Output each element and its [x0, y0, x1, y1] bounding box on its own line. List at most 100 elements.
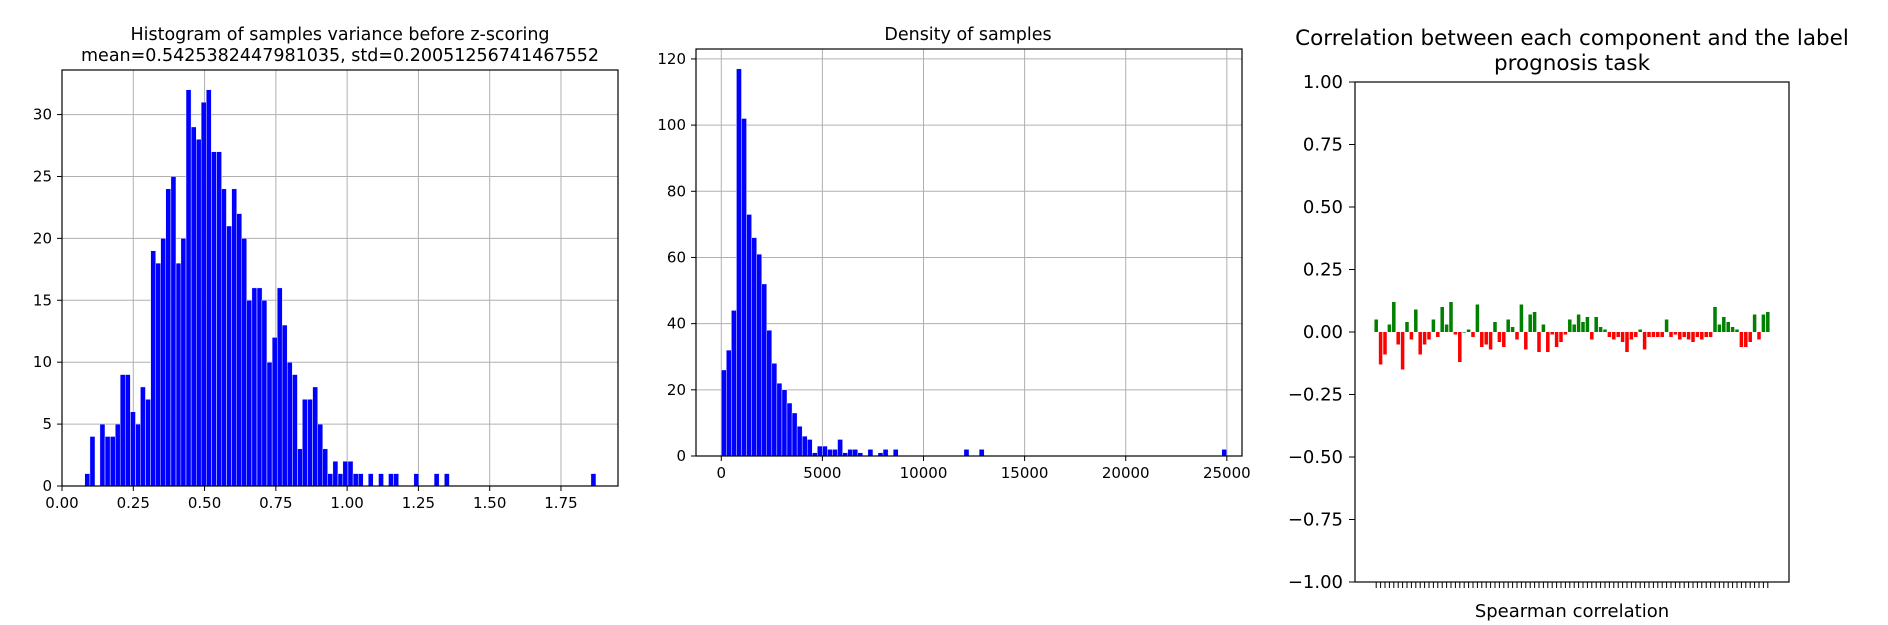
histogram-bar — [882, 449, 889, 457]
histogram-bar — [847, 449, 853, 457]
correlation-bar — [1458, 332, 1462, 362]
correlation-bar — [1722, 317, 1726, 332]
y-tick-label: 30 — [33, 106, 52, 124]
histogram-bar — [236, 213, 243, 487]
histogram-bar — [185, 89, 192, 487]
correlation-bar — [1484, 332, 1488, 345]
correlation-bars — [1374, 302, 1770, 370]
histogram-bar — [963, 449, 970, 457]
histogram-bar — [241, 238, 247, 487]
correlation-bar — [1378, 332, 1383, 365]
histogram-bar — [246, 300, 253, 487]
correlation-bar — [1541, 324, 1546, 332]
y-tick-label: 20 — [667, 381, 686, 399]
histogram-bar — [119, 374, 126, 487]
histogram-bar — [221, 188, 227, 487]
x-tick-label: 0.00 — [45, 494, 78, 512]
histogram-bar — [766, 330, 773, 457]
histogram-bar — [297, 448, 303, 487]
x-tick-label: 1.50 — [473, 494, 506, 512]
correlation-bar — [1559, 332, 1563, 342]
histogram-bar — [332, 461, 339, 487]
histogram-bar — [160, 238, 166, 487]
correlation-bar — [1515, 332, 1519, 340]
correlation-bar — [1691, 332, 1695, 342]
correlation-bar — [1427, 332, 1431, 340]
histogram-bar — [827, 449, 833, 457]
histogram-bar — [115, 423, 121, 487]
correlation-bar — [1546, 332, 1550, 352]
correlation-bar — [1387, 324, 1392, 332]
histogram-bar — [837, 439, 843, 457]
correlation-bar — [1409, 332, 1414, 340]
histogram-bar — [135, 423, 141, 487]
variance-histogram-ticks: 0.00 0.25 0.50 0.75 1.00 1.25 1.50 1.75 0 5 10 15 20… — [33, 106, 578, 512]
histogram-bar — [413, 473, 420, 487]
density-histogram-frame — [695, 48, 1243, 457]
correlation-bar — [1620, 332, 1625, 342]
correlation-bar — [1374, 319, 1378, 332]
histogram-bar — [796, 426, 803, 457]
correlation-bar — [1603, 329, 1607, 332]
correlation-bar — [1704, 332, 1708, 337]
y-tick-label: 1.00 — [1303, 72, 1343, 93]
histogram-bar — [89, 436, 96, 487]
histogram-bar — [327, 473, 333, 487]
correlation-bar — [1598, 327, 1603, 332]
correlation-bar — [1528, 314, 1532, 332]
correlation-bar — [1748, 332, 1752, 342]
y-tick-label: 20 — [33, 229, 52, 247]
x-tick-label: 5000 — [803, 464, 841, 482]
correlation-bar — [1550, 332, 1554, 335]
correlation-bar — [1594, 317, 1598, 332]
density-histogram-title: Density of samples — [884, 25, 1051, 45]
histogram-bar — [150, 250, 156, 487]
x-tick-label: 0.25 — [117, 494, 150, 512]
correlation-ticks: 1.00 0.75 0.50 0.25 0.00 −0.25 −0.50 −0.75 −1.00 — [1288, 72, 1769, 593]
x-tick-label: 1.25 — [402, 494, 435, 512]
y-tick-label: −1.00 — [1288, 572, 1343, 593]
histogram-bar — [287, 361, 293, 487]
histogram-bar — [200, 101, 207, 487]
correlation-bar — [1713, 307, 1717, 332]
correlation-bar — [1405, 322, 1409, 332]
density-histogram-ticks: 0 5000 10000 15000 20000 25000 0 20 40 60 80 100 120 — [657, 50, 1250, 482]
histogram-bar — [781, 389, 788, 457]
histogram-bar — [751, 237, 757, 457]
correlation-bar — [1572, 324, 1576, 332]
y-tick-label: 5 — [42, 415, 52, 433]
correlation-bar — [1502, 332, 1506, 347]
correlation-bar — [1466, 329, 1471, 332]
y-tick-label: −0.25 — [1288, 385, 1343, 406]
correlation-bar — [1497, 332, 1502, 342]
x-tick-label: 0 — [717, 464, 727, 482]
correlation-bar — [1563, 332, 1568, 335]
histogram-bar — [1221, 449, 1228, 457]
correlation-bar — [1708, 332, 1713, 337]
histogram-bar — [746, 214, 752, 457]
histogram-bar — [99, 423, 106, 487]
histogram-bar — [125, 374, 131, 487]
correlation-bar — [1638, 329, 1642, 332]
histogram-bar — [261, 300, 268, 487]
histogram-bar — [307, 399, 313, 487]
correlation-bar — [1695, 332, 1700, 337]
histogram-bar — [196, 139, 202, 487]
correlation-bar — [1700, 332, 1704, 340]
x-tick-label: 10000 — [900, 464, 948, 482]
correlation-bar — [1436, 332, 1440, 337]
correlation-bar — [1392, 302, 1396, 332]
histogram-bar — [832, 449, 838, 457]
correlation-bar — [1471, 332, 1475, 337]
y-tick-label: 100 — [657, 116, 686, 134]
histogram-bar — [721, 369, 727, 457]
histogram-bar — [226, 225, 232, 487]
correlation-bar — [1493, 322, 1497, 332]
y-tick-label: −0.50 — [1288, 447, 1343, 468]
y-tick-label: 80 — [667, 182, 686, 200]
correlation-bar — [1634, 332, 1638, 337]
correlation-bar — [1510, 327, 1515, 332]
correlation-bar — [1532, 312, 1537, 332]
correlation-bar — [1383, 332, 1387, 355]
correlation-bar — [1537, 332, 1541, 352]
